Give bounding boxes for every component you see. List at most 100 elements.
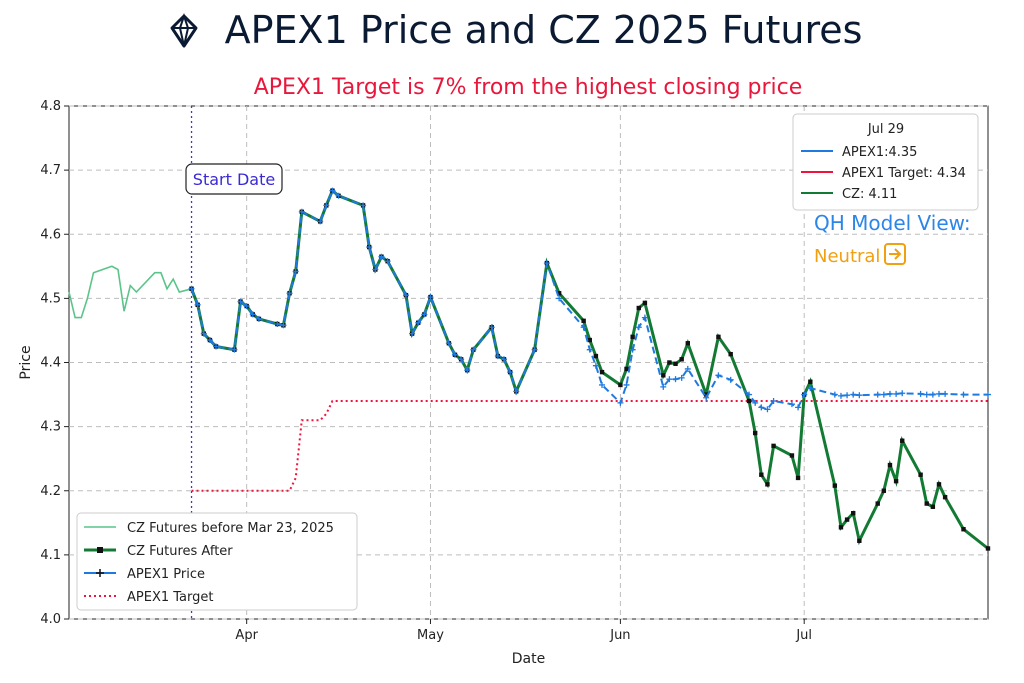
cz-after-point: [593, 353, 599, 359]
gem-logo-icon: [170, 12, 198, 48]
apex-price-point: [409, 330, 416, 337]
apex-price-point: [194, 301, 201, 308]
apex-price-point: [507, 369, 514, 376]
apex-price-point: [985, 391, 991, 398]
cz-after-point: [599, 369, 605, 375]
legend-cz-after: CZ Futures After: [127, 544, 233, 559]
cz-after-point: [728, 351, 733, 357]
apex-price-point: [335, 192, 342, 199]
apex-price-point: [188, 285, 195, 292]
cz-after-point: [685, 341, 690, 346]
apex-price-point: [421, 311, 428, 318]
cz-after-point: [759, 472, 764, 477]
y-tick-label: 4.3: [40, 420, 61, 435]
cz-after-point: [900, 438, 905, 443]
cz-after-point: [844, 517, 850, 522]
apex-price-point: [929, 391, 936, 398]
legend-marker-cz-after: [97, 547, 103, 553]
apex-price-point: [880, 391, 887, 398]
apex-price-point: [206, 337, 213, 344]
cz-after-point: [624, 366, 629, 372]
apex-price-point: [837, 392, 844, 399]
info-legend-title: Jul 29: [867, 122, 904, 137]
apex-price-point: [923, 391, 930, 398]
info-legend-apex: APEX1:4.35: [842, 145, 917, 160]
y-tick-label: 4.4: [40, 356, 61, 371]
apex-price-point: [488, 324, 495, 331]
apex-price-point: [378, 253, 385, 260]
cz-after-point: [832, 483, 838, 488]
info-legend: Jul 29 APEX1:4.35 APEX1 Target: 4.34 CZ:…: [792, 113, 979, 211]
cz-after-point: [636, 305, 641, 311]
cz-after-point: [587, 337, 592, 343]
apex-price-point: [678, 374, 685, 381]
apex-price-point: [641, 314, 648, 321]
series-cz-before: [68, 265, 192, 319]
y-tick-label: 4.5: [40, 291, 61, 306]
y-tick-label: 4.7: [40, 163, 61, 178]
apex-price-point: [795, 404, 802, 411]
cz-after-point: [918, 472, 923, 477]
cz-after-point: [936, 482, 942, 487]
cz-after-point: [642, 300, 648, 306]
apex-price-point: [427, 294, 434, 301]
series-layer: [68, 106, 991, 619]
apex-price-point: [684, 365, 691, 372]
chart-title: APEX1 Price and CZ 2025 Futures: [224, 8, 863, 52]
apex-price-point: [703, 394, 710, 401]
apex-price-point: [850, 391, 857, 398]
cz-after-point: [667, 360, 672, 365]
x-tick-label: Jul: [795, 628, 812, 643]
apex-price-point: [292, 268, 299, 275]
y-tick-label: 4.0: [40, 612, 61, 627]
apex-price-point: [874, 391, 881, 398]
series-legend: CZ Futures before Mar 23, 2025 CZ Future…: [76, 512, 358, 611]
apex-price-point: [899, 390, 906, 397]
y-tick-label: 4.1: [40, 548, 61, 563]
x-axis-label: Date: [512, 651, 545, 667]
cz-after-point: [752, 430, 758, 436]
apex-price-point: [231, 346, 238, 353]
cz-after-point: [581, 318, 586, 324]
apex-price-point: [844, 392, 851, 399]
cz-after-point: [893, 478, 899, 484]
cz-after-point: [746, 398, 752, 404]
apex-price-point: [672, 376, 679, 383]
apex-price-point: [243, 303, 250, 310]
cz-after-point: [961, 527, 966, 532]
apex-price-point: [801, 391, 808, 398]
apex-price-point: [531, 346, 538, 353]
apex-price-point: [635, 324, 642, 331]
apex-price-point: [960, 391, 967, 398]
apex-price-point: [366, 244, 373, 251]
apex-price-point: [917, 390, 924, 397]
cz-after-point: [630, 334, 635, 340]
apex-price-point: [856, 392, 863, 399]
legend-marker-apex: [96, 569, 104, 577]
apex-price-point: [831, 391, 838, 398]
chart-subtitle: APEX1 Target is 7% from the highest clos…: [253, 75, 803, 100]
apex-price-point: [213, 343, 220, 350]
apex-price-point: [592, 362, 599, 369]
apex-price-point: [727, 376, 734, 383]
apex-price-point: [255, 315, 262, 322]
start-date-annotation: Start Date: [185, 163, 283, 195]
x-tick-label: Jun: [609, 628, 630, 643]
apex-price-point: [788, 401, 795, 408]
apex-price-point: [752, 399, 759, 406]
apex-price-point: [445, 340, 452, 347]
apex-price-point: [629, 346, 636, 353]
apex-price-point: [580, 324, 587, 331]
apex-price-point: [402, 292, 409, 299]
cz-after-point: [887, 462, 893, 468]
cz-after-point: [795, 475, 801, 481]
y-tick-label: 4.2: [40, 484, 61, 499]
series-apex-target: [191, 400, 988, 492]
apex-price-point: [500, 356, 507, 363]
cz-after-point: [765, 482, 770, 487]
apex-price-point: [758, 404, 765, 411]
cz-after-point: [838, 525, 844, 530]
apex-price-point: [715, 372, 722, 379]
apex-price-point: [746, 391, 753, 398]
apex-price-point: [543, 260, 550, 267]
